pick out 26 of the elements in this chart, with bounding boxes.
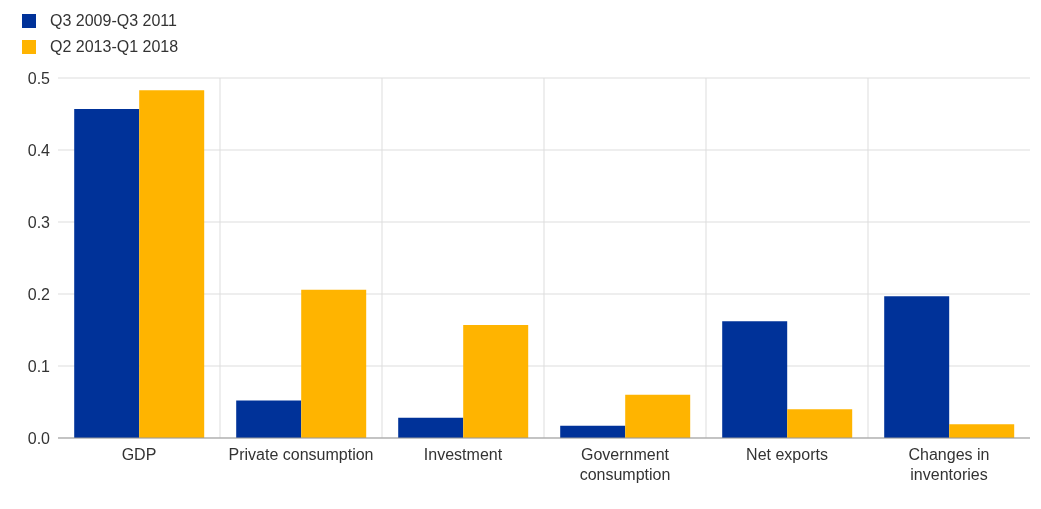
bar bbox=[301, 289, 367, 438]
bar bbox=[74, 108, 140, 438]
y-tick-label: 0.1 bbox=[27, 357, 51, 375]
y-tick-label: 0.4 bbox=[27, 141, 51, 159]
bar bbox=[884, 296, 950, 438]
bar bbox=[787, 409, 853, 438]
y-tick-label: 0.5 bbox=[27, 69, 51, 87]
y-tick-label: 0.3 bbox=[27, 213, 51, 231]
legend-label: Q2 2013-Q1 2018 bbox=[50, 38, 179, 56]
x-tick-label: GDP bbox=[121, 446, 157, 463]
bar bbox=[236, 400, 302, 438]
bar bbox=[463, 324, 529, 438]
x-tick-label: Government consumption bbox=[579, 446, 671, 483]
bar bbox=[398, 417, 464, 438]
bar bbox=[625, 394, 691, 438]
x-tick-label: Net exports bbox=[746, 446, 828, 463]
y-tick-label: 0.0 bbox=[27, 429, 51, 447]
y-tick-label: 0.2 bbox=[27, 285, 51, 303]
bar bbox=[722, 321, 788, 438]
legend-label: Q3 2009-Q3 2011 bbox=[50, 12, 177, 30]
x-tick-label: Changes in inventories bbox=[908, 446, 990, 483]
x-tick-label: Investment bbox=[423, 446, 503, 463]
bar bbox=[949, 424, 1015, 438]
x-tick-label: Private consumption bbox=[228, 446, 374, 463]
bar bbox=[139, 90, 205, 438]
bar bbox=[560, 425, 626, 438]
